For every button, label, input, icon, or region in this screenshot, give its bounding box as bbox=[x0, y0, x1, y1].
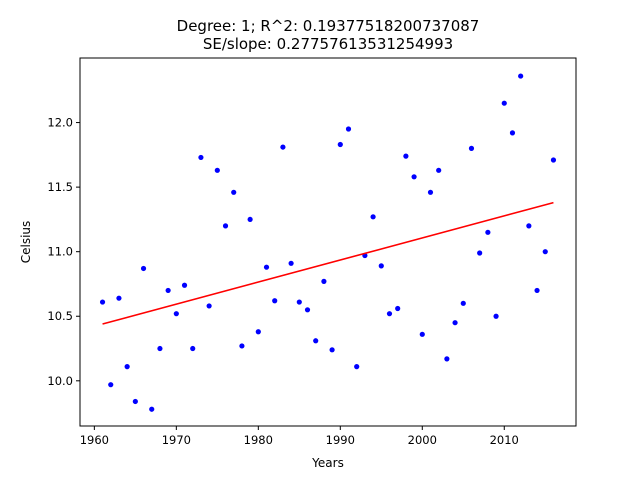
y-axis-label: Celsius bbox=[19, 221, 33, 264]
data-point bbox=[108, 382, 114, 388]
y-tick-label: 12.0 bbox=[47, 116, 73, 130]
data-point bbox=[263, 264, 270, 270]
data-point bbox=[247, 216, 253, 223]
data-point bbox=[304, 307, 311, 313]
data-point bbox=[403, 153, 409, 159]
data-point bbox=[345, 126, 352, 132]
data-point bbox=[419, 331, 425, 337]
data-point bbox=[526, 223, 532, 229]
data-point bbox=[378, 263, 384, 269]
data-point bbox=[411, 174, 417, 180]
x-tick-label: 1970 bbox=[162, 433, 191, 447]
data-point bbox=[116, 295, 122, 301]
data-point bbox=[501, 100, 507, 106]
data-point bbox=[214, 167, 220, 173]
data-point bbox=[534, 287, 540, 294]
x-axis-label: Years bbox=[311, 456, 344, 470]
data-point bbox=[239, 343, 245, 349]
data-point bbox=[386, 311, 393, 317]
data-point bbox=[231, 189, 237, 195]
data-point bbox=[296, 299, 302, 305]
data-point bbox=[190, 345, 196, 352]
data-point bbox=[436, 167, 442, 173]
y-tick-label: 11.0 bbox=[47, 245, 73, 259]
x-tick-label: 1980 bbox=[244, 433, 273, 447]
data-point bbox=[321, 278, 327, 284]
data-point bbox=[395, 305, 401, 312]
y-tick-label: 10.0 bbox=[47, 374, 73, 388]
data-point bbox=[132, 398, 138, 405]
x-tick-label: 1960 bbox=[80, 433, 109, 447]
x-tick-label: 2010 bbox=[490, 433, 519, 447]
data-point bbox=[518, 73, 524, 79]
data-point bbox=[173, 311, 179, 317]
data-point bbox=[370, 214, 376, 220]
data-point bbox=[124, 364, 130, 370]
y-tick-label: 10.5 bbox=[47, 309, 73, 323]
data-point bbox=[99, 299, 106, 305]
data-point bbox=[140, 265, 147, 272]
data-point bbox=[280, 144, 286, 150]
axes-frame bbox=[79, 57, 577, 427]
chart-title-line1: Degree: 1; R^2: 0.19377518200737087 bbox=[177, 17, 480, 35]
data-point bbox=[149, 406, 155, 412]
data-point bbox=[509, 130, 516, 136]
data-point bbox=[255, 329, 261, 335]
data-point bbox=[337, 141, 343, 148]
data-point bbox=[444, 356, 450, 362]
data-point bbox=[550, 157, 557, 163]
data-point bbox=[468, 145, 475, 151]
data-point bbox=[157, 345, 163, 352]
data-point bbox=[485, 229, 491, 235]
data-point bbox=[354, 364, 360, 370]
data-point bbox=[272, 298, 278, 304]
x-tick-label: 2000 bbox=[408, 433, 437, 447]
x-tick-label: 1990 bbox=[326, 433, 355, 447]
data-point bbox=[452, 320, 458, 326]
data-point bbox=[460, 300, 466, 306]
axis-ticks: 1960 1970 1980 1990 2000 2010 10.0 10.5 11.0 11.5… bbox=[47, 116, 519, 447]
data-point bbox=[542, 249, 548, 255]
data-point bbox=[181, 282, 188, 288]
data-point bbox=[206, 303, 212, 309]
chart-title-line2: SE/slope: 0.27757613531254993 bbox=[203, 35, 453, 53]
data-marks bbox=[99, 73, 557, 412]
data-point bbox=[222, 223, 229, 229]
data-point bbox=[198, 154, 204, 161]
data-point bbox=[427, 189, 434, 195]
data-point bbox=[288, 260, 294, 266]
data-point bbox=[477, 250, 483, 256]
regression-line bbox=[102, 201, 554, 325]
data-point bbox=[329, 347, 335, 353]
y-tick-label: 11.5 bbox=[47, 180, 73, 194]
data-point bbox=[493, 313, 499, 319]
data-point bbox=[313, 338, 319, 344]
data-point bbox=[165, 287, 171, 294]
